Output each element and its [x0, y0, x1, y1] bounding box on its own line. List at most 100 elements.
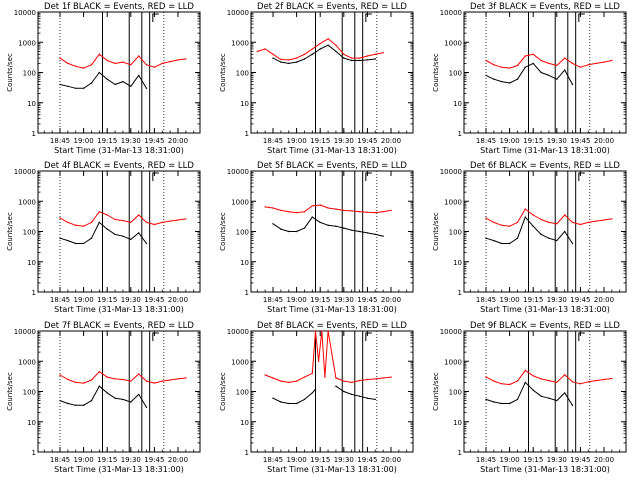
x-tick-label: 19:30	[334, 296, 354, 304]
bracket-marker	[365, 13, 372, 22]
y-tick-label: 100	[23, 229, 36, 237]
x-tick-label: 18:45	[263, 296, 283, 304]
series-lld-line	[59, 211, 186, 227]
y-tick-label: 1000	[444, 39, 462, 47]
series-lld-point	[485, 217, 487, 219]
bracket-marker	[365, 332, 372, 341]
x-axis-label: Start Time (31-Mar-13 18:31:00)	[267, 305, 397, 314]
bracket-marker	[578, 332, 585, 341]
series-events-point	[366, 397, 369, 399]
series-events-line	[272, 388, 316, 404]
series-lld-point	[161, 221, 163, 224]
x-tick-label: 19:15	[97, 296, 117, 304]
series-lld-point	[579, 383, 582, 385]
series-events-point	[358, 230, 361, 233]
series-events-point	[288, 402, 290, 405]
series-lld-point	[295, 57, 298, 59]
series-events-point	[516, 78, 519, 80]
series-lld-point	[145, 380, 148, 382]
x-tick-label: 20:00	[381, 456, 401, 464]
panel-title: Det 6f BLACK = Events, RED = LLD	[470, 161, 620, 171]
y-tick-label: 1000	[18, 39, 36, 47]
series-lld-point	[351, 57, 353, 59]
series-events-point	[314, 388, 317, 390]
series-lld-point	[67, 378, 69, 381]
x-tick-label: 19:15	[523, 456, 543, 464]
panel-det-5: Det 5f BLACK = Events, RED = LLD 1 10 100 10…	[219, 161, 414, 314]
series-lld-point	[130, 64, 132, 66]
x-tick-label: 19:45	[144, 456, 164, 464]
series-lld-point	[564, 57, 566, 59]
series-lld-line	[265, 204, 392, 214]
bracket-marker	[152, 172, 159, 181]
series-lld-point	[382, 52, 384, 54]
series-events-point	[67, 85, 69, 88]
series-lld-point	[75, 224, 77, 226]
series-lld-point	[493, 64, 495, 66]
series-events-point	[548, 237, 550, 239]
series-lld-line	[485, 369, 612, 385]
x-tick-label: 19:00	[74, 296, 94, 304]
series-lld-point	[311, 48, 313, 50]
x-tick-label: 19:00	[500, 137, 520, 145]
series-lld-point	[272, 207, 274, 209]
series-events-point	[59, 399, 61, 402]
x-axis-label: Start Time (31-Mar-13 18:31:00)	[54, 146, 184, 155]
series-lld-point	[390, 209, 392, 212]
series-events-point	[98, 221, 101, 224]
series-events-point	[145, 87, 148, 90]
y-tick-label: 10	[240, 100, 249, 108]
series-lld-point	[272, 53, 274, 55]
series-events-point	[90, 399, 93, 402]
bracket-marker	[578, 172, 585, 181]
y-tick-label: 1000	[18, 358, 36, 366]
series-events-point	[319, 48, 321, 50]
series-lld-point	[532, 53, 534, 55]
x-tick-label: 18:45	[476, 296, 496, 304]
y-axis-label: Counts/sec	[432, 53, 440, 92]
series-lld-point	[556, 381, 558, 384]
series-events-point	[327, 44, 329, 46]
y-axis-label: Counts/sec	[6, 53, 14, 92]
series-events-point	[548, 397, 550, 399]
plot-frame	[250, 170, 414, 293]
x-tick-label: 19:00	[500, 296, 520, 304]
series-lld-point	[351, 210, 353, 212]
series-lld-point	[130, 380, 132, 382]
series-events-point	[82, 404, 85, 406]
series-lld-point	[82, 67, 85, 69]
panel-title: Det 3f BLACK = Events, RED = LLD	[470, 2, 620, 12]
x-tick-label: 20:00	[168, 456, 188, 464]
series-lld-point	[161, 380, 163, 382]
series-events-point	[358, 395, 361, 397]
x-tick-label: 19:15	[97, 137, 117, 145]
series-lld-point	[98, 371, 101, 373]
series-events-point	[311, 216, 313, 218]
y-tick-label: 1	[32, 130, 36, 138]
x-tick-label: 20:00	[168, 296, 188, 304]
series-lld-point	[90, 64, 93, 66]
series-events-point	[516, 237, 519, 239]
series-lld-point	[288, 211, 290, 213]
series-lld-point	[311, 205, 313, 207]
y-axis-label: Counts/sec	[219, 53, 227, 92]
series-events-point	[540, 395, 542, 397]
series-lld-point	[319, 42, 321, 45]
series-lld-point	[185, 218, 187, 220]
y-tick-label: 1	[245, 449, 249, 457]
series-lld-point	[508, 67, 511, 69]
series-lld-point	[185, 377, 187, 379]
series-lld-point	[516, 380, 519, 382]
series-lld-point	[343, 380, 345, 382]
series-events-point	[493, 401, 495, 403]
series-events-point	[75, 404, 77, 406]
series-lld-point	[106, 214, 108, 216]
series-events-point	[524, 66, 526, 68]
y-tick-label: 10	[240, 419, 249, 427]
series-lld-point	[280, 209, 282, 212]
series-lld-point	[571, 221, 574, 224]
y-tick-label: 10000	[440, 328, 462, 336]
series-events-point	[67, 402, 69, 405]
series-events-point	[556, 399, 558, 402]
x-tick-label: 20:00	[594, 137, 614, 145]
